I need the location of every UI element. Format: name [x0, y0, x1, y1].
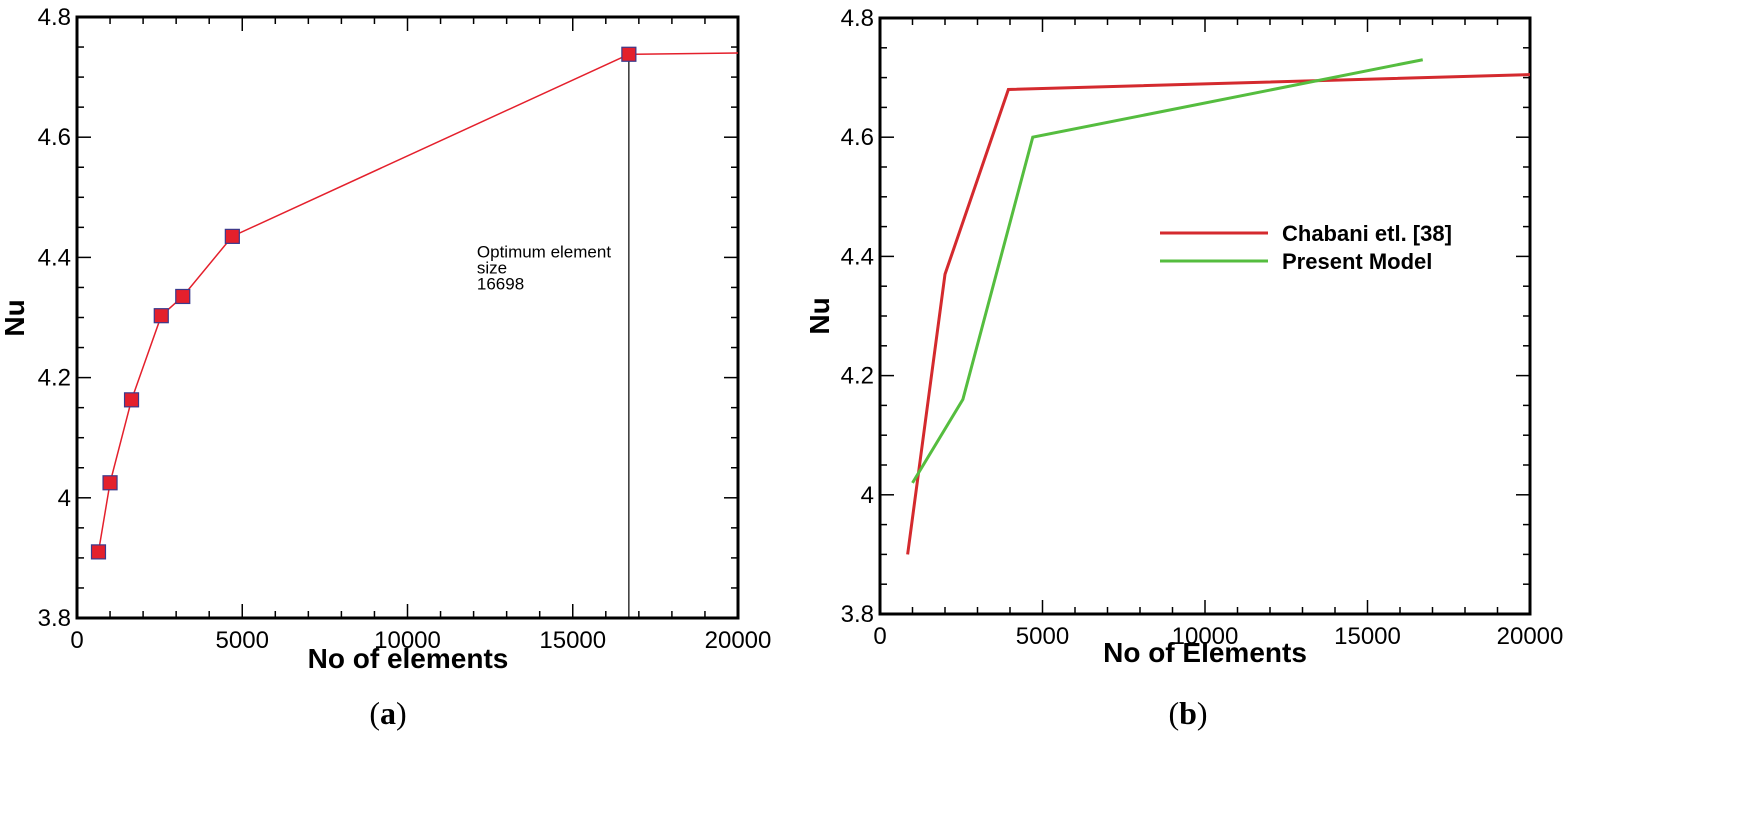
chart-panel-a: 0 5000 10000 15000 20000 3.8 4 4.2 4.4 4.6 4.8 Opt…: [0, 4, 771, 731]
tick-labels-b: 0 5000 10000 15000 20000 3.8 4 4.2 4.4 4.6 4.8: [841, 5, 1564, 650]
panel-label-b: (b): [1168, 695, 1207, 731]
legend-label-chabani: Chabani etl. [38]: [1282, 221, 1452, 246]
x-tick-label: 5000: [1016, 623, 1069, 650]
y-tick-label: 4: [58, 485, 71, 512]
y-tick-label: 4.2: [38, 365, 71, 392]
y-tick-label: 4.4: [38, 244, 71, 271]
data-point-marker: [153, 308, 169, 324]
x-tick-label: 10000: [1172, 623, 1239, 650]
x-axis-label-a: No of elements: [308, 643, 509, 674]
y-tick-label: 4.8: [841, 5, 874, 32]
data-point-marker: [90, 544, 107, 560]
y-axis-label-a: Nu: [0, 299, 30, 336]
x-tick-label: 5000: [216, 627, 269, 654]
data-point-marker: [224, 228, 240, 244]
axis-ticks-b: [879, 17, 1531, 615]
y-tick-label: 4.6: [38, 124, 71, 151]
x-tick-label: 10000: [374, 627, 441, 654]
x-tick-label: 0: [873, 623, 886, 650]
data-point-marker: [621, 46, 637, 62]
axis-ticks-a: [76, 16, 739, 619]
annotation-line-3: 16698: [477, 274, 524, 293]
y-axis-label-b: Nu: [804, 297, 835, 334]
chart-panel-b: 0 5000 10000 15000 20000 3.8 4 4.2 4.4 4.6 4.8 Cha…: [804, 5, 1563, 731]
x-tick-label: 15000: [1334, 623, 1401, 650]
y-tick-label: 3.8: [841, 601, 874, 628]
legend-b: Chabani etl. [38] Present Model: [1160, 221, 1452, 274]
data-point-marker: [175, 288, 191, 305]
data-point-marker: [102, 475, 118, 491]
y-tick-label: 4.8: [38, 4, 71, 31]
x-tick-label: 0: [70, 627, 83, 654]
series-group-a: [90, 46, 739, 618]
y-tick-label: 3.8: [38, 605, 71, 632]
tick-labels-a: 0 5000 10000 15000 20000 3.8 4 4.2 4.4 4.6 4.8: [38, 4, 772, 654]
y-tick-label: 4.4: [841, 243, 874, 270]
annotation-group-a: Optimum element size 16698: [477, 242, 611, 293]
x-tick-label: 20000: [705, 627, 772, 654]
panel-letter-a: a: [380, 695, 396, 731]
x-tick-label: 20000: [1497, 623, 1564, 650]
legend-label-present-model: Present Model: [1282, 249, 1432, 274]
y-tick-label: 4.6: [841, 124, 874, 151]
annotation-line-2: size: [477, 258, 507, 277]
x-axis-label-b: No of Elements: [1103, 637, 1307, 668]
data-point-marker: [123, 392, 140, 408]
series-line-1: [906, 73, 1531, 555]
series-group-b: [906, 58, 1531, 555]
y-tick-label: 4: [861, 482, 874, 509]
series-line-extension: [628, 52, 739, 56]
series-line-2: [911, 58, 1424, 484]
y-tick-label: 4.2: [841, 363, 874, 390]
x-tick-label: 15000: [539, 627, 606, 654]
panel-label-a: (a): [369, 695, 406, 731]
annotation-line-1: Optimum element: [477, 242, 611, 261]
panel-letter-b: b: [1179, 695, 1197, 731]
